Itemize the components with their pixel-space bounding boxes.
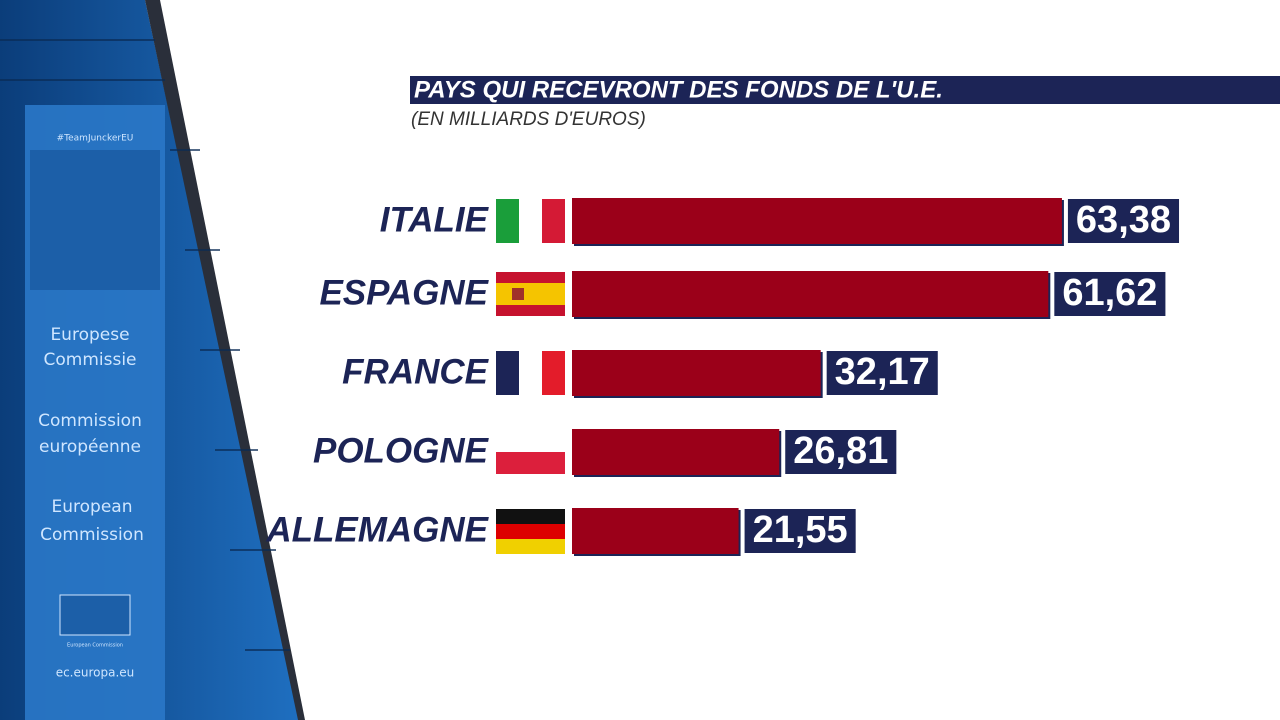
bar [572,508,739,554]
chart-subtitle: (EN MILLIARDS D'EUROS) [411,109,646,130]
value-box [826,351,938,395]
value-label: 21,55 [753,509,848,551]
banner-text: européenne [39,437,141,457]
banner-text: European [52,497,133,517]
value-box [1067,199,1180,243]
bar [572,198,1062,244]
bar [572,429,780,475]
category-label: ITALIE [380,200,490,239]
bar [572,350,821,396]
flags [496,199,565,554]
category-label: ESPAGNE [319,273,489,312]
hashtag: #TeamJunckerEU [57,134,134,144]
category-label: ALLEMAGNE [265,510,489,549]
value-label: 32,17 [835,351,930,393]
title-band [410,76,1280,104]
logo-text: European Commission [67,643,123,649]
url: ec.europa.eu [56,666,135,680]
banner-text: Commission [40,525,144,545]
value-label: 61,62 [1062,272,1157,314]
banner-text: Commission [38,411,142,431]
value-box [744,509,856,553]
value-box [785,430,897,474]
chart-title: PAYS QUI RECEVRONT DES FONDS DE L'U.E. [414,76,943,103]
value-label: 63,38 [1076,199,1171,241]
backdrop-photo: #TeamJunckerEU Europese Commissie Commis… [0,0,305,720]
value-label: 26,81 [793,430,888,472]
banner-text: Europese [50,325,129,345]
bar [572,271,1049,317]
category-label: FRANCE [342,352,489,391]
category-label: POLOGNE [313,431,490,470]
banner-text: Commissie [43,350,136,370]
value-box [1054,272,1166,316]
